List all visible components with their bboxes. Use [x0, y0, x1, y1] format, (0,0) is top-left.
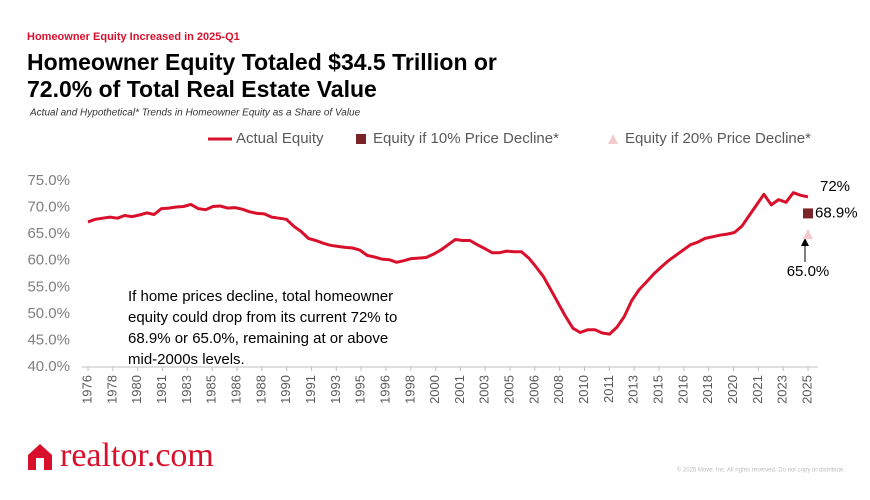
y-tick-label: 40.0% [27, 358, 70, 375]
y-tick-label: 65.0% [27, 225, 70, 242]
x-tick-label: 2006 [526, 375, 541, 404]
x-tick-label: 2013 [626, 375, 641, 404]
subtitle: Actual and Hypothetical* Trends in Homeo… [29, 108, 361, 119]
x-tick-label: 2018 [700, 375, 715, 404]
legend-swatch [608, 134, 618, 144]
x-tick-label: 2021 [750, 375, 765, 404]
annotation: If home prices decline, total homeowner [128, 288, 393, 305]
logo: realtor.com [28, 437, 214, 474]
x-tick-label: 1990 [278, 375, 293, 404]
x-tick-label: 2001 [452, 375, 467, 404]
x-tick-label: 1980 [129, 375, 144, 404]
legend-swatch [356, 134, 366, 144]
series-line [87, 191, 809, 336]
x-tick-label: 1993 [328, 375, 343, 404]
x-tick-label: 1986 [228, 375, 243, 404]
x-tick-label: 2020 [725, 375, 740, 404]
data-label: 68.9% [815, 204, 858, 221]
x-tick-label: 1978 [104, 375, 119, 404]
x-tick-label: 1996 [377, 375, 392, 404]
legend-label: Actual Equity [236, 130, 324, 147]
x-tick-label: 1985 [204, 375, 219, 404]
legend-label: Equity if 20% Price Decline* [625, 130, 811, 147]
logo-icon-door [36, 458, 44, 470]
x-tick-label: 2016 [675, 375, 690, 404]
copyright: © 2025 Move, Inc. All rights reserved. D… [677, 467, 846, 474]
x-tick-label: 2023 [775, 375, 790, 404]
point [803, 229, 813, 240]
kicker: Homeowner Equity Increased in 2025-Q1 [27, 31, 240, 43]
x-tick-label: 1998 [402, 375, 417, 404]
x-tick-label: 1976 [79, 375, 94, 404]
point [803, 208, 813, 219]
x-tick-label: 2015 [650, 375, 665, 404]
y-tick-label: 75.0% [27, 172, 70, 189]
logo-text: realtor.com [60, 437, 214, 474]
legend-label: Equity if 10% Price Decline* [373, 130, 559, 147]
y-tick-label: 50.0% [27, 305, 70, 322]
y-tick-label: 55.0% [27, 278, 70, 295]
x-tick-label: 2025 [799, 375, 814, 404]
x-tick-label: 1988 [253, 375, 268, 404]
annotation: mid-2000s levels. [128, 351, 245, 368]
x-tick-label: 2008 [551, 375, 566, 404]
x-tick-label: 1991 [303, 375, 318, 404]
data-label: 65.0% [787, 263, 830, 280]
annotation: equity could drop from its current 72% t… [128, 309, 397, 326]
x-tick-label: 2005 [501, 375, 516, 404]
annotation: 68.9% or 65.0%, remaining at or above [128, 330, 388, 347]
x-tick-label: 1981 [154, 375, 169, 404]
y-tick-label: 70.0% [27, 199, 70, 216]
chart-title: 72.0% of Total Real Estate Value [27, 76, 377, 102]
data-label: 72% [820, 178, 850, 195]
arrow-head [801, 238, 809, 246]
y-tick-label: 60.0% [27, 252, 70, 269]
x-tick-label: 1995 [353, 375, 368, 404]
x-tick-label: 1983 [179, 375, 194, 404]
chart-title: Homeowner Equity Totaled $34.5 Trillion … [27, 49, 497, 75]
logo-icon [28, 444, 52, 470]
x-tick-label: 2003 [477, 375, 492, 404]
y-tick-label: 45.0% [27, 331, 70, 348]
x-tick-label: 2000 [427, 375, 442, 404]
x-tick-label: 2011 [601, 375, 616, 403]
x-tick-label: 2010 [576, 375, 591, 404]
